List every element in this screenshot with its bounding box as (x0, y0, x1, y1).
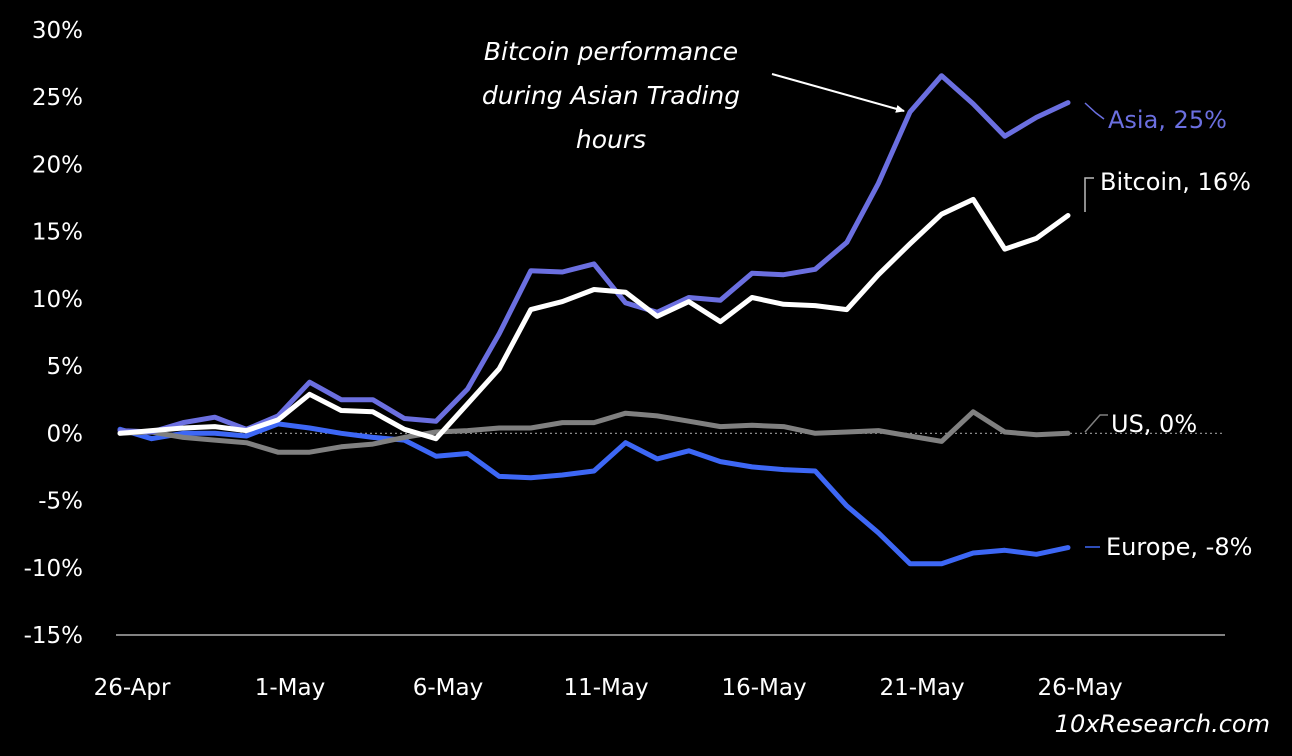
y-tick-label: 10% (32, 287, 83, 313)
series-lines (117, 73, 1071, 567)
source-credit: 10xResearch.com (1055, 710, 1270, 738)
series-line-bitcoin (117, 196, 1071, 442)
y-tick-label: 25% (32, 85, 83, 111)
y-tick-label: 15% (32, 220, 83, 246)
y-tick-label: 20% (32, 152, 83, 178)
annotation-line-2: during Asian Trading (482, 81, 740, 110)
annotation: Bitcoin performance during Asian Trading… (482, 37, 905, 154)
series-label-asia: Asia, 25% (1108, 106, 1227, 134)
annotation-line-3: hours (576, 125, 646, 154)
series-label-europe: Europe, -8% (1106, 533, 1252, 561)
series-line-europe (117, 421, 1071, 567)
leader-line-asia (1084, 102, 1105, 120)
y-axis-ticks: 30% 25% 20% 15% 10% 5% 0% -5% -10% -15% (24, 18, 83, 649)
x-tick-label: 16-May (721, 675, 806, 701)
series-label-bitcoin: Bitcoin, 16% (1100, 168, 1251, 196)
x-tick-label: 26-Apr (94, 675, 171, 701)
series-labels: Asia, 25% Bitcoin, 16% US, 0% Europe, -8% (1084, 102, 1252, 561)
x-tick-label: 1-May (255, 675, 325, 701)
x-tick-label: 26-May (1037, 675, 1122, 701)
y-tick-label: 30% (32, 18, 83, 44)
x-tick-label: 21-May (879, 675, 964, 701)
y-tick-label: -10% (24, 556, 83, 582)
y-tick-label: -5% (38, 489, 83, 515)
series-label-us: US, 0% (1111, 410, 1197, 438)
y-tick-label: 0% (47, 421, 84, 447)
x-axis-ticks: 26-Apr 1-May 6-May 11-May 16-May 21-May 26-May (94, 675, 1123, 701)
leader-line-us (1084, 414, 1108, 433)
y-tick-label: -15% (24, 623, 83, 649)
leader-line-bitcoin (1084, 177, 1094, 212)
annotation-line-1: Bitcoin performance (484, 37, 738, 66)
series-line-asia (117, 73, 1071, 435)
x-tick-label: 6-May (413, 675, 483, 701)
y-tick-label: 5% (47, 354, 84, 380)
x-tick-label: 11-May (563, 675, 648, 701)
annotation-arrow (771, 73, 905, 113)
series-line-us (117, 409, 1071, 455)
